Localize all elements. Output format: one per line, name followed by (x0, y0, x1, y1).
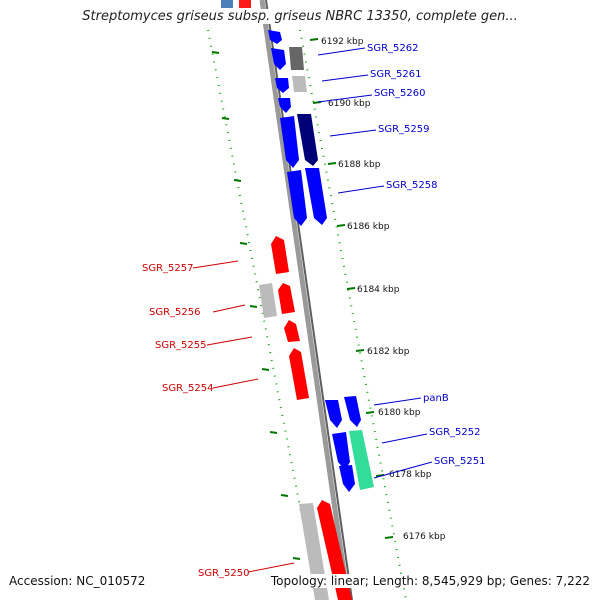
gene-arrow-panb-b[interactable] (344, 396, 361, 427)
map-title: Streptomyces griseus subsp. griseus NBRC… (0, 9, 600, 24)
gene-arrow-sgr5256-gray[interactable] (259, 283, 277, 318)
accession-label: Accession: NC_010572 (9, 574, 146, 588)
gene-label-panb[interactable]: panB (423, 393, 449, 404)
gene-partial-top-red[interactable] (239, 0, 251, 8)
gene-arrow-sgr5256[interactable] (278, 283, 295, 314)
gene-arrow-sgr5258-b[interactable] (305, 168, 327, 225)
gene-arrow-sgr5260[interactable] (278, 98, 291, 113)
genome-summary: Topology: linear; Length: 8,545,929 bp; … (270, 574, 590, 588)
left-scale-dashes (211, 51, 301, 560)
gene-arrow-sgr5254[interactable] (289, 348, 309, 400)
gene-arrow-sgr5255[interactable] (284, 320, 300, 342)
scale-tick-label: 6192 kbp (321, 37, 364, 47)
gene-arrow-sgr5251-teal[interactable] (349, 430, 374, 490)
gene-arrow-sgr5263[interactable] (268, 30, 282, 44)
gene-arrow-sgr5258-a[interactable] (287, 170, 307, 226)
gene-label-sgr5258[interactable]: SGR_5258 (386, 180, 438, 191)
gene-arrow-sgr5259-navy[interactable] (297, 114, 318, 166)
gene-arrow-sgr5259-blue[interactable] (280, 116, 299, 168)
scale-tick-label: 6178 kbp (389, 470, 432, 480)
scale-tick-label: 6184 kbp (357, 285, 400, 295)
gene-label-sgr5255[interactable]: SGR_5255 (155, 340, 207, 351)
gene-arrow-panb-a[interactable] (325, 400, 342, 428)
gene-arrow-sgr5262-gray[interactable] (289, 47, 304, 70)
left-scale-guide (207, 29, 319, 600)
gene-arrow-sgr5262[interactable] (271, 48, 286, 70)
gene-label-sgr5252[interactable]: SGR_5252 (429, 427, 481, 438)
gene-label-sgr5262[interactable]: SGR_5262 (367, 43, 419, 54)
left-gene-label-leaders (192, 260, 295, 573)
gene-arrow-sgr5251[interactable] (339, 465, 355, 492)
scale-tick-label: 6190 kbp (328, 99, 371, 109)
genome-backbone (259, 0, 351, 600)
gene-arrow-sgr5257[interactable] (271, 236, 289, 274)
gene-label-sgr5257[interactable]: SGR_5257 (142, 263, 194, 274)
scale-tick-label: 6188 kbp (338, 160, 381, 170)
gene-arrow-sgr5261[interactable] (275, 78, 289, 93)
scale-tick-label: 6180 kbp (378, 408, 421, 418)
right-scale-guide (299, 29, 407, 600)
gene-label-sgr5259[interactable]: SGR_5259 (378, 124, 430, 135)
gene-arrow-sgr5252[interactable] (332, 432, 350, 470)
gene-label-sgr5256[interactable]: SGR_5256 (149, 307, 201, 318)
right-gene-label-leaders (317, 47, 433, 479)
gene-label-sgr5251[interactable]: SGR_5251 (434, 456, 486, 467)
gene-label-sgr5261[interactable]: SGR_5261 (370, 69, 422, 80)
scale-tick-label: 6176 kbp (403, 532, 446, 542)
gene-arrow-sgr5261-gray[interactable] (292, 76, 307, 92)
gene-label-sgr5254[interactable]: SGR_5254 (162, 383, 214, 394)
scale-tick-label: 6182 kbp (367, 347, 410, 357)
scale-tick-label: 6186 kbp (347, 222, 390, 232)
gene-label-sgr5250[interactable]: SGR_5250 (198, 568, 250, 579)
gene-label-sgr5260[interactable]: SGR_5260 (374, 88, 426, 99)
gene-partial-top-blue[interactable] (221, 0, 233, 8)
